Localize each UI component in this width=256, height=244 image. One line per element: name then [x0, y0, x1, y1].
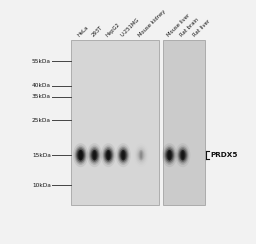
Bar [163, 40, 205, 205]
Ellipse shape [181, 151, 185, 159]
Ellipse shape [80, 152, 82, 158]
Ellipse shape [116, 143, 131, 167]
Ellipse shape [162, 143, 177, 167]
Ellipse shape [117, 145, 130, 165]
Text: Rat brain: Rat brain [179, 17, 200, 38]
Text: PRDX5: PRDX5 [210, 152, 238, 158]
Text: Mouse kidney: Mouse kidney [137, 9, 167, 38]
Ellipse shape [104, 148, 113, 162]
Ellipse shape [140, 152, 142, 158]
Ellipse shape [180, 150, 185, 160]
Ellipse shape [108, 152, 109, 158]
Text: 10kDa: 10kDa [32, 183, 51, 188]
Ellipse shape [93, 151, 96, 159]
Text: 293T: 293T [91, 25, 104, 38]
Text: U-251MG: U-251MG [120, 17, 141, 38]
Ellipse shape [87, 143, 102, 167]
Ellipse shape [121, 150, 126, 160]
Ellipse shape [164, 147, 175, 163]
Text: HeLa: HeLa [77, 25, 90, 38]
Ellipse shape [178, 147, 188, 163]
Text: Mouse liver: Mouse liver [166, 13, 191, 38]
Ellipse shape [101, 143, 116, 167]
Ellipse shape [168, 151, 171, 159]
Ellipse shape [107, 151, 110, 159]
Ellipse shape [73, 143, 88, 167]
Ellipse shape [74, 145, 87, 165]
Ellipse shape [168, 152, 170, 158]
Ellipse shape [106, 150, 111, 160]
Ellipse shape [138, 150, 144, 160]
Ellipse shape [88, 145, 101, 165]
Ellipse shape [140, 151, 143, 159]
Text: 25kDa: 25kDa [32, 118, 51, 123]
Ellipse shape [165, 148, 174, 162]
Ellipse shape [76, 148, 85, 162]
Ellipse shape [120, 150, 127, 160]
Text: 15kDa: 15kDa [32, 153, 51, 158]
Ellipse shape [179, 150, 186, 160]
Ellipse shape [79, 151, 82, 159]
Ellipse shape [122, 151, 125, 159]
Ellipse shape [122, 152, 124, 158]
Ellipse shape [166, 150, 173, 160]
Ellipse shape [102, 145, 115, 165]
Ellipse shape [139, 150, 144, 160]
Ellipse shape [93, 152, 95, 158]
Bar [71, 40, 159, 205]
Text: HepG2: HepG2 [105, 21, 121, 38]
Ellipse shape [118, 147, 129, 163]
Ellipse shape [119, 148, 127, 162]
Ellipse shape [92, 150, 97, 160]
Ellipse shape [178, 148, 187, 162]
Text: 55kDa: 55kDa [32, 59, 51, 64]
Ellipse shape [103, 147, 114, 163]
Ellipse shape [91, 150, 98, 160]
Ellipse shape [177, 145, 189, 165]
Ellipse shape [167, 150, 172, 160]
Ellipse shape [105, 150, 112, 160]
Ellipse shape [175, 143, 190, 167]
Ellipse shape [182, 152, 184, 158]
Text: Rat liver: Rat liver [192, 19, 211, 38]
Ellipse shape [90, 148, 99, 162]
Ellipse shape [78, 150, 83, 160]
Ellipse shape [89, 147, 100, 163]
Ellipse shape [75, 147, 86, 163]
Ellipse shape [77, 150, 84, 160]
Ellipse shape [163, 145, 176, 165]
Text: 40kDa: 40kDa [32, 83, 51, 88]
Text: 35kDa: 35kDa [32, 94, 51, 99]
